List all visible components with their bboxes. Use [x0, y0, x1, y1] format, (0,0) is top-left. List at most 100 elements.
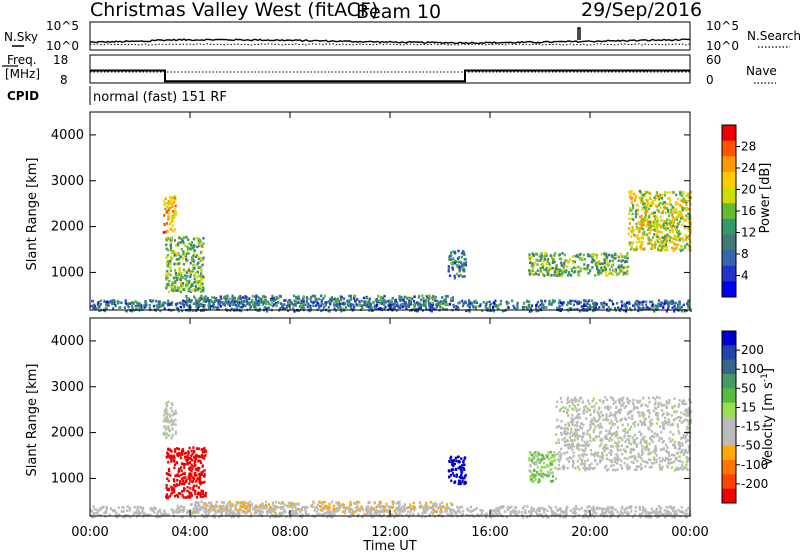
- heatmap-cell: [374, 304, 376, 307]
- heatmap-cell: [647, 223, 649, 226]
- heatmap-cell: [566, 259, 568, 262]
- heatmap-cell: [622, 266, 624, 269]
- heatmap-cell: [321, 509, 323, 512]
- heatmap-cell: [631, 197, 633, 200]
- heatmap-cell: [242, 510, 244, 513]
- heatmap-cell: [182, 303, 184, 306]
- heatmap-cell: [431, 304, 433, 307]
- heatmap-cell: [665, 212, 667, 215]
- heatmap-cell: [371, 306, 373, 309]
- noise-left-tick-top: 10^5: [46, 19, 79, 33]
- heatmap-cell: [128, 306, 130, 309]
- heatmap-cell: [648, 238, 650, 241]
- range-tick-label: 3000: [51, 174, 84, 189]
- heatmap-cell: [352, 304, 354, 307]
- heatmap-cell: [642, 460, 644, 463]
- heatmap-cell: [608, 273, 610, 276]
- heatmap-cell: [124, 306, 126, 309]
- heatmap-cell: [295, 503, 297, 506]
- heatmap-cell: [504, 510, 506, 513]
- heatmap-cell: [343, 506, 345, 509]
- heatmap-cell: [93, 512, 95, 515]
- heatmap-cell: [548, 465, 550, 468]
- heatmap-cell: [239, 511, 241, 514]
- heatmap-cell: [172, 428, 174, 431]
- heatmap-cell: [598, 306, 600, 309]
- heatmap-cell: [458, 261, 460, 264]
- power-y-axis-label: Slant Range [km]: [25, 158, 40, 271]
- heatmap-cell: [267, 510, 269, 513]
- heatmap-cell: [173, 197, 175, 200]
- heatmap-cell: [149, 304, 151, 307]
- heatmap-cell: [458, 483, 460, 486]
- heatmap-cell: [172, 282, 174, 285]
- heatmap-cell: [102, 506, 104, 509]
- heatmap-cell: [166, 410, 168, 413]
- heatmap-cell: [579, 457, 581, 460]
- heatmap-cell: [506, 303, 508, 306]
- heatmap-cell: [272, 502, 274, 505]
- heatmap-cell: [630, 510, 632, 513]
- heatmap-cell: [638, 237, 640, 240]
- heatmap-cell: [612, 445, 614, 448]
- heatmap-cell: [132, 302, 134, 305]
- heatmap-cell: [175, 245, 177, 248]
- heatmap-cell: [400, 509, 402, 512]
- heatmap-cell: [456, 273, 458, 276]
- heatmap-cell: [665, 207, 667, 210]
- heatmap-cell: [606, 509, 608, 512]
- heatmap-cell: [595, 435, 597, 438]
- heatmap-cell: [406, 304, 408, 307]
- heatmap-cell: [547, 471, 549, 474]
- heatmap-cell: [351, 509, 353, 512]
- heatmap-cell: [174, 280, 176, 283]
- heatmap-cell: [652, 202, 654, 205]
- heatmap-cell: [612, 273, 614, 276]
- heatmap-cell: [94, 508, 96, 511]
- heatmap-cell: [615, 509, 617, 512]
- heatmap-cell: [450, 480, 452, 483]
- heatmap-cell: [657, 305, 659, 308]
- heatmap-cell: [538, 478, 540, 481]
- heatmap-cell: [659, 223, 661, 226]
- heatmap-cell: [457, 456, 459, 459]
- heatmap-cell: [664, 228, 666, 231]
- heatmap-cell: [269, 507, 271, 510]
- heatmap-cell: [177, 287, 179, 290]
- heatmap-cell: [166, 452, 168, 455]
- heatmap-cell: [463, 464, 465, 467]
- heatmap-cell: [404, 503, 406, 506]
- heatmap-cell: [277, 301, 279, 304]
- heatmap-cell: [168, 209, 170, 212]
- heatmap-cell: [440, 303, 442, 306]
- heatmap-cell: [419, 304, 421, 307]
- power-colorbar-label: Power [dB]: [758, 163, 773, 234]
- heatmap-cell: [455, 468, 457, 471]
- heatmap-cell: [454, 275, 456, 278]
- heatmap-cell: [207, 304, 209, 307]
- heatmap-cell: [178, 268, 180, 271]
- heatmap-cell: [651, 244, 653, 247]
- heatmap-cell: [205, 495, 207, 498]
- heatmap-cell: [407, 510, 409, 513]
- heatmap-cell: [653, 462, 655, 465]
- heatmap-cell: [679, 301, 681, 304]
- heatmap-cell: [178, 484, 180, 487]
- heatmap-cell: [195, 279, 197, 282]
- heatmap-cell: [138, 513, 140, 516]
- heatmap-cell: [282, 506, 284, 509]
- heatmap-cell: [607, 506, 609, 509]
- heatmap-cell: [635, 246, 637, 249]
- heatmap-cell: [160, 303, 162, 306]
- heatmap-cell: [176, 494, 178, 497]
- heatmap-cell: [531, 476, 533, 479]
- heatmap-cell: [191, 256, 193, 259]
- heatmap-cell: [163, 420, 165, 423]
- heatmap-cell: [157, 510, 159, 513]
- heatmap-cell: [193, 267, 195, 270]
- heatmap-cell: [491, 510, 493, 513]
- heatmap-cell: [605, 429, 607, 432]
- heatmap-cell: [668, 402, 670, 405]
- heatmap-cell: [597, 452, 599, 455]
- heatmap-cell: [575, 505, 577, 508]
